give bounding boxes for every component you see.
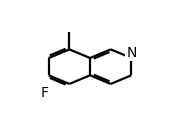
Text: F: F [41,86,49,100]
Text: N: N [126,46,137,60]
